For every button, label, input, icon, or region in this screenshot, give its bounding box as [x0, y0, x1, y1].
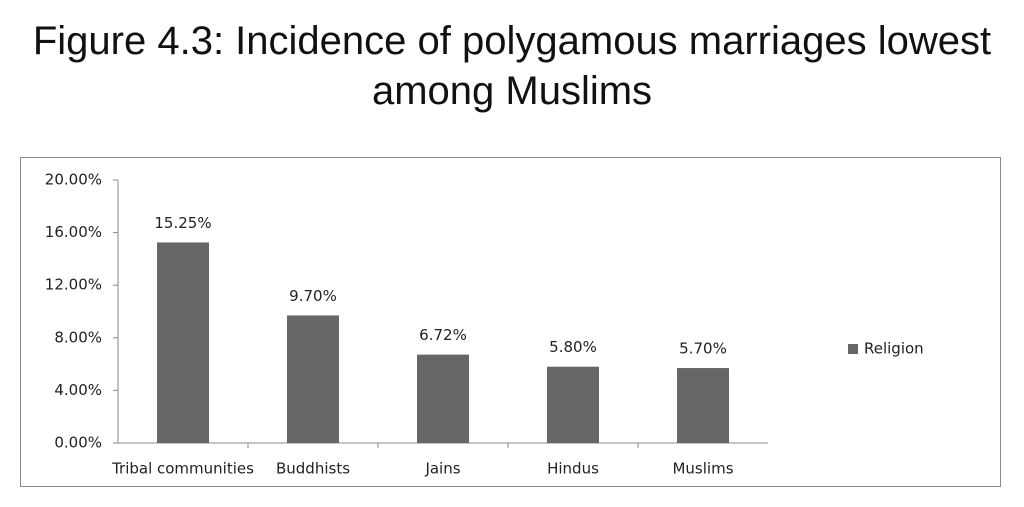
y-tick-label: 0.00% [54, 434, 102, 452]
x-tick-label: Muslims [672, 460, 733, 478]
y-tick-label: 12.00% [45, 276, 102, 294]
y-tick-label: 8.00% [54, 328, 102, 346]
bar [417, 354, 469, 443]
value-label: 5.80% [549, 338, 597, 356]
legend-label: Religion [864, 340, 924, 358]
legend-swatch [848, 344, 858, 354]
bar [677, 368, 729, 443]
x-tick-label: Hindus [547, 460, 599, 478]
y-tick-label: 20.00% [45, 171, 102, 189]
x-tick-label: Tribal communities [111, 460, 254, 478]
bar [157, 242, 209, 443]
x-tick-label: Buddhists [276, 460, 350, 478]
value-label: 5.70% [679, 340, 727, 358]
y-tick-label: 16.00% [45, 223, 102, 241]
value-label: 15.25% [154, 214, 211, 232]
value-label: 9.70% [289, 287, 337, 305]
bar [547, 366, 599, 443]
x-tick-label: Jains [424, 460, 460, 478]
y-tick-label: 4.00% [54, 381, 102, 399]
value-label: 6.72% [419, 326, 467, 344]
chart-frame [20, 157, 1001, 487]
bar [287, 315, 339, 443]
chart-title: Figure 4.3: Incidence of polygamous marr… [32, 19, 992, 113]
